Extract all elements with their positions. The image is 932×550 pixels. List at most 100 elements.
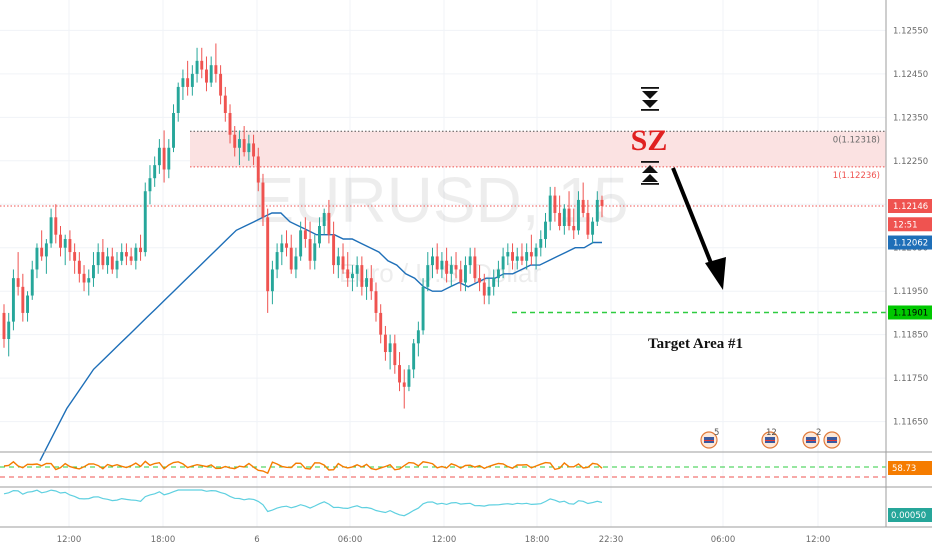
price-tick-label: 1.11950 [893, 287, 928, 297]
candle [40, 230, 44, 261]
candle [205, 56, 208, 92]
candle [318, 217, 321, 248]
event-icon-flag[interactable] [823, 431, 841, 449]
candle [379, 304, 383, 344]
candle [59, 226, 62, 257]
price-tag: 1.12062 [888, 235, 932, 250]
candle [360, 256, 364, 296]
candle [120, 243, 124, 266]
event-icon-flag[interactable]: 2 [802, 428, 821, 449]
candle [73, 243, 77, 274]
candle [468, 247, 472, 274]
candle [355, 256, 359, 287]
candle [266, 208, 270, 313]
candle [195, 47, 199, 83]
bottom-collapse-icon [641, 161, 659, 185]
candle [365, 269, 369, 300]
time-tick-label: 12:00 [806, 535, 831, 545]
candle [77, 252, 81, 283]
candle [576, 191, 580, 235]
price-tick-label: 1.12250 [893, 157, 928, 167]
candle [139, 234, 143, 261]
candle [473, 247, 477, 283]
candle [176, 82, 180, 122]
event-icon-flag[interactable]: 12 [761, 428, 779, 449]
candle [426, 252, 430, 292]
price-tick-label: 1.12550 [893, 26, 928, 36]
moving-average-line [39, 212, 602, 462]
candle [157, 139, 161, 174]
candle [11, 269, 15, 331]
supply-zone-name: SZ [631, 124, 668, 157]
candle [416, 321, 420, 357]
candle [280, 234, 284, 266]
price-tag: 1.12146 [888, 199, 932, 214]
price-tick-label: 1.12450 [893, 70, 928, 80]
candle [369, 265, 373, 300]
candle [322, 208, 326, 235]
candle [341, 243, 345, 274]
time-tick-label: 12:00 [432, 535, 457, 545]
rsi-line [3, 460, 603, 475]
svg-text:2: 2 [816, 428, 821, 438]
candle [327, 199, 331, 244]
time-tick-label: 18:00 [151, 535, 176, 545]
candle [54, 204, 58, 244]
candle [124, 243, 128, 266]
candle [148, 165, 152, 205]
candle [2, 304, 6, 348]
candle [115, 252, 119, 279]
candle [134, 243, 138, 270]
price-tags: 1.12146 12:51 1.12062 1.11901 [888, 199, 932, 320]
candle [181, 69, 185, 100]
time-tick-label: 18:00 [525, 535, 550, 545]
supply-zone-bottom-label: 1(1.12236) [833, 171, 880, 181]
candle [153, 156, 157, 187]
price-tick-label: 1.11650 [893, 418, 928, 428]
price-tag-label: 1.11901 [893, 308, 928, 318]
top-collapse-icon [641, 87, 659, 111]
candle [228, 104, 232, 144]
candle [515, 247, 519, 270]
candle [247, 134, 251, 161]
candle [431, 247, 434, 279]
candle [92, 252, 95, 287]
oscillator-line [3, 489, 603, 517]
candle [440, 252, 444, 279]
candle [303, 217, 307, 248]
event-icon-flag[interactable]: 5 [700, 428, 719, 449]
candle [586, 199, 590, 240]
candle [567, 191, 571, 231]
oscillator-value-tag [888, 508, 932, 522]
candles-group [2, 43, 604, 409]
candle [82, 265, 86, 292]
candle [525, 243, 529, 270]
candle [398, 352, 401, 392]
price-tick-label: 1.11750 [893, 374, 928, 384]
price-tag: 12:51 [888, 217, 932, 232]
candle [110, 247, 114, 274]
candle [501, 247, 505, 279]
candle [407, 365, 411, 392]
time-tick-label: 6 [254, 535, 259, 545]
candle [511, 243, 514, 270]
candle [219, 65, 223, 105]
candle [233, 126, 237, 157]
time-axis: 12:00 18:00 6 06:00 12:00 18:00 22:30 06:00 12:0… [57, 535, 831, 545]
time-tick-label: 06:00 [338, 535, 363, 545]
candle [256, 147, 260, 192]
candle [270, 260, 274, 305]
watermark-description: Euro / U.S. Dollar [339, 258, 542, 288]
candle [87, 269, 91, 296]
down-arrow-icon [671, 167, 726, 290]
candle [449, 256, 453, 287]
candle [393, 334, 397, 374]
candle [237, 130, 241, 166]
candle [68, 230, 72, 261]
candle [445, 247, 449, 283]
candle [421, 278, 425, 335]
time-tick-label: 22:30 [599, 535, 624, 545]
candle [346, 252, 350, 287]
supply-zone-box[interactable] [190, 131, 886, 167]
svg-text:12: 12 [766, 428, 777, 438]
